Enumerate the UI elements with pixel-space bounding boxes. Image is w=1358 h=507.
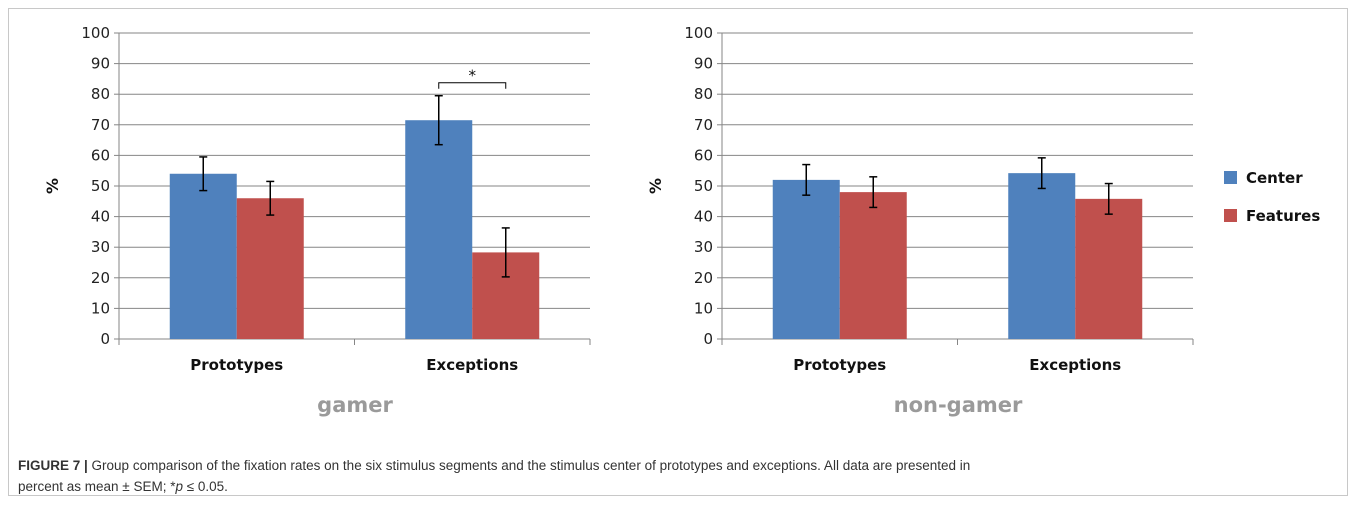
y-tick-label: 20 [91,269,110,287]
y-tick-label: 60 [694,146,713,164]
y-tick-label: 30 [694,238,713,256]
legend-label: Center [1246,169,1303,187]
y-tick-label: 100 [684,24,713,42]
y-tick-label: 40 [91,208,110,226]
y-tick-label: 50 [91,177,110,195]
panel-label: gamer [317,393,393,417]
figure-frame [8,8,1348,496]
significance-bracket [438,82,507,89]
y-tick-label: 40 [694,208,713,226]
caption-text-1: Group comparison of the fixation rates o… [87,458,971,473]
y-tick-label: 30 [91,238,110,256]
y-tick-label: 0 [703,330,713,348]
y-axis-label: % [646,178,665,194]
figure-caption: FIGURE 7 | Group comparison of the fixat… [18,455,1338,497]
y-tick-label: 90 [694,55,713,73]
bar [236,198,304,339]
bar [169,173,237,339]
y-tick-label: 10 [694,299,713,317]
category-label: Exceptions [1029,356,1121,374]
y-tick-label: 90 [91,55,110,73]
y-tick-label: 50 [694,177,713,195]
legend-swatch [1224,209,1237,222]
bar [772,179,840,339]
panel-label: non-gamer [894,393,1023,417]
bar [405,120,473,340]
legend-swatch [1224,171,1237,184]
panel-gamer: 0 10 20 30 40 50 60 70 80 90 100% Prototypes Excepti… [43,24,591,417]
legend: Center Features [1224,169,1320,225]
caption-text-2a: percent as mean ± SEM; * [18,479,176,494]
caption-text-2b: ≤ 0.05. [183,479,228,494]
y-tick-label: 10 [91,299,110,317]
bar [839,192,907,339]
category-label: Exceptions [426,356,518,374]
y-tick-label: 70 [694,116,713,134]
bar [1075,198,1143,339]
bar [1008,173,1076,339]
y-tick-label: 70 [91,116,110,134]
caption-heading: FIGURE 7 | [18,458,88,473]
category-label: Prototypes [190,356,283,374]
y-tick-label: 80 [91,85,110,103]
significance-marker: * [469,67,477,85]
panel-non-gamer: 0 10 20 30 40 50 60 70 80 90 100% Prototypes Excepti… [646,24,1194,417]
y-tick-label: 100 [81,24,110,42]
y-tick-label: 20 [694,269,713,287]
category-label: Prototypes [793,356,886,374]
y-axis-label: % [43,178,62,194]
legend-label: Features [1246,207,1320,225]
y-tick-label: 0 [100,330,110,348]
y-tick-label: 60 [91,146,110,164]
caption-p-symbol: p [175,479,183,494]
y-tick-label: 80 [694,85,713,103]
